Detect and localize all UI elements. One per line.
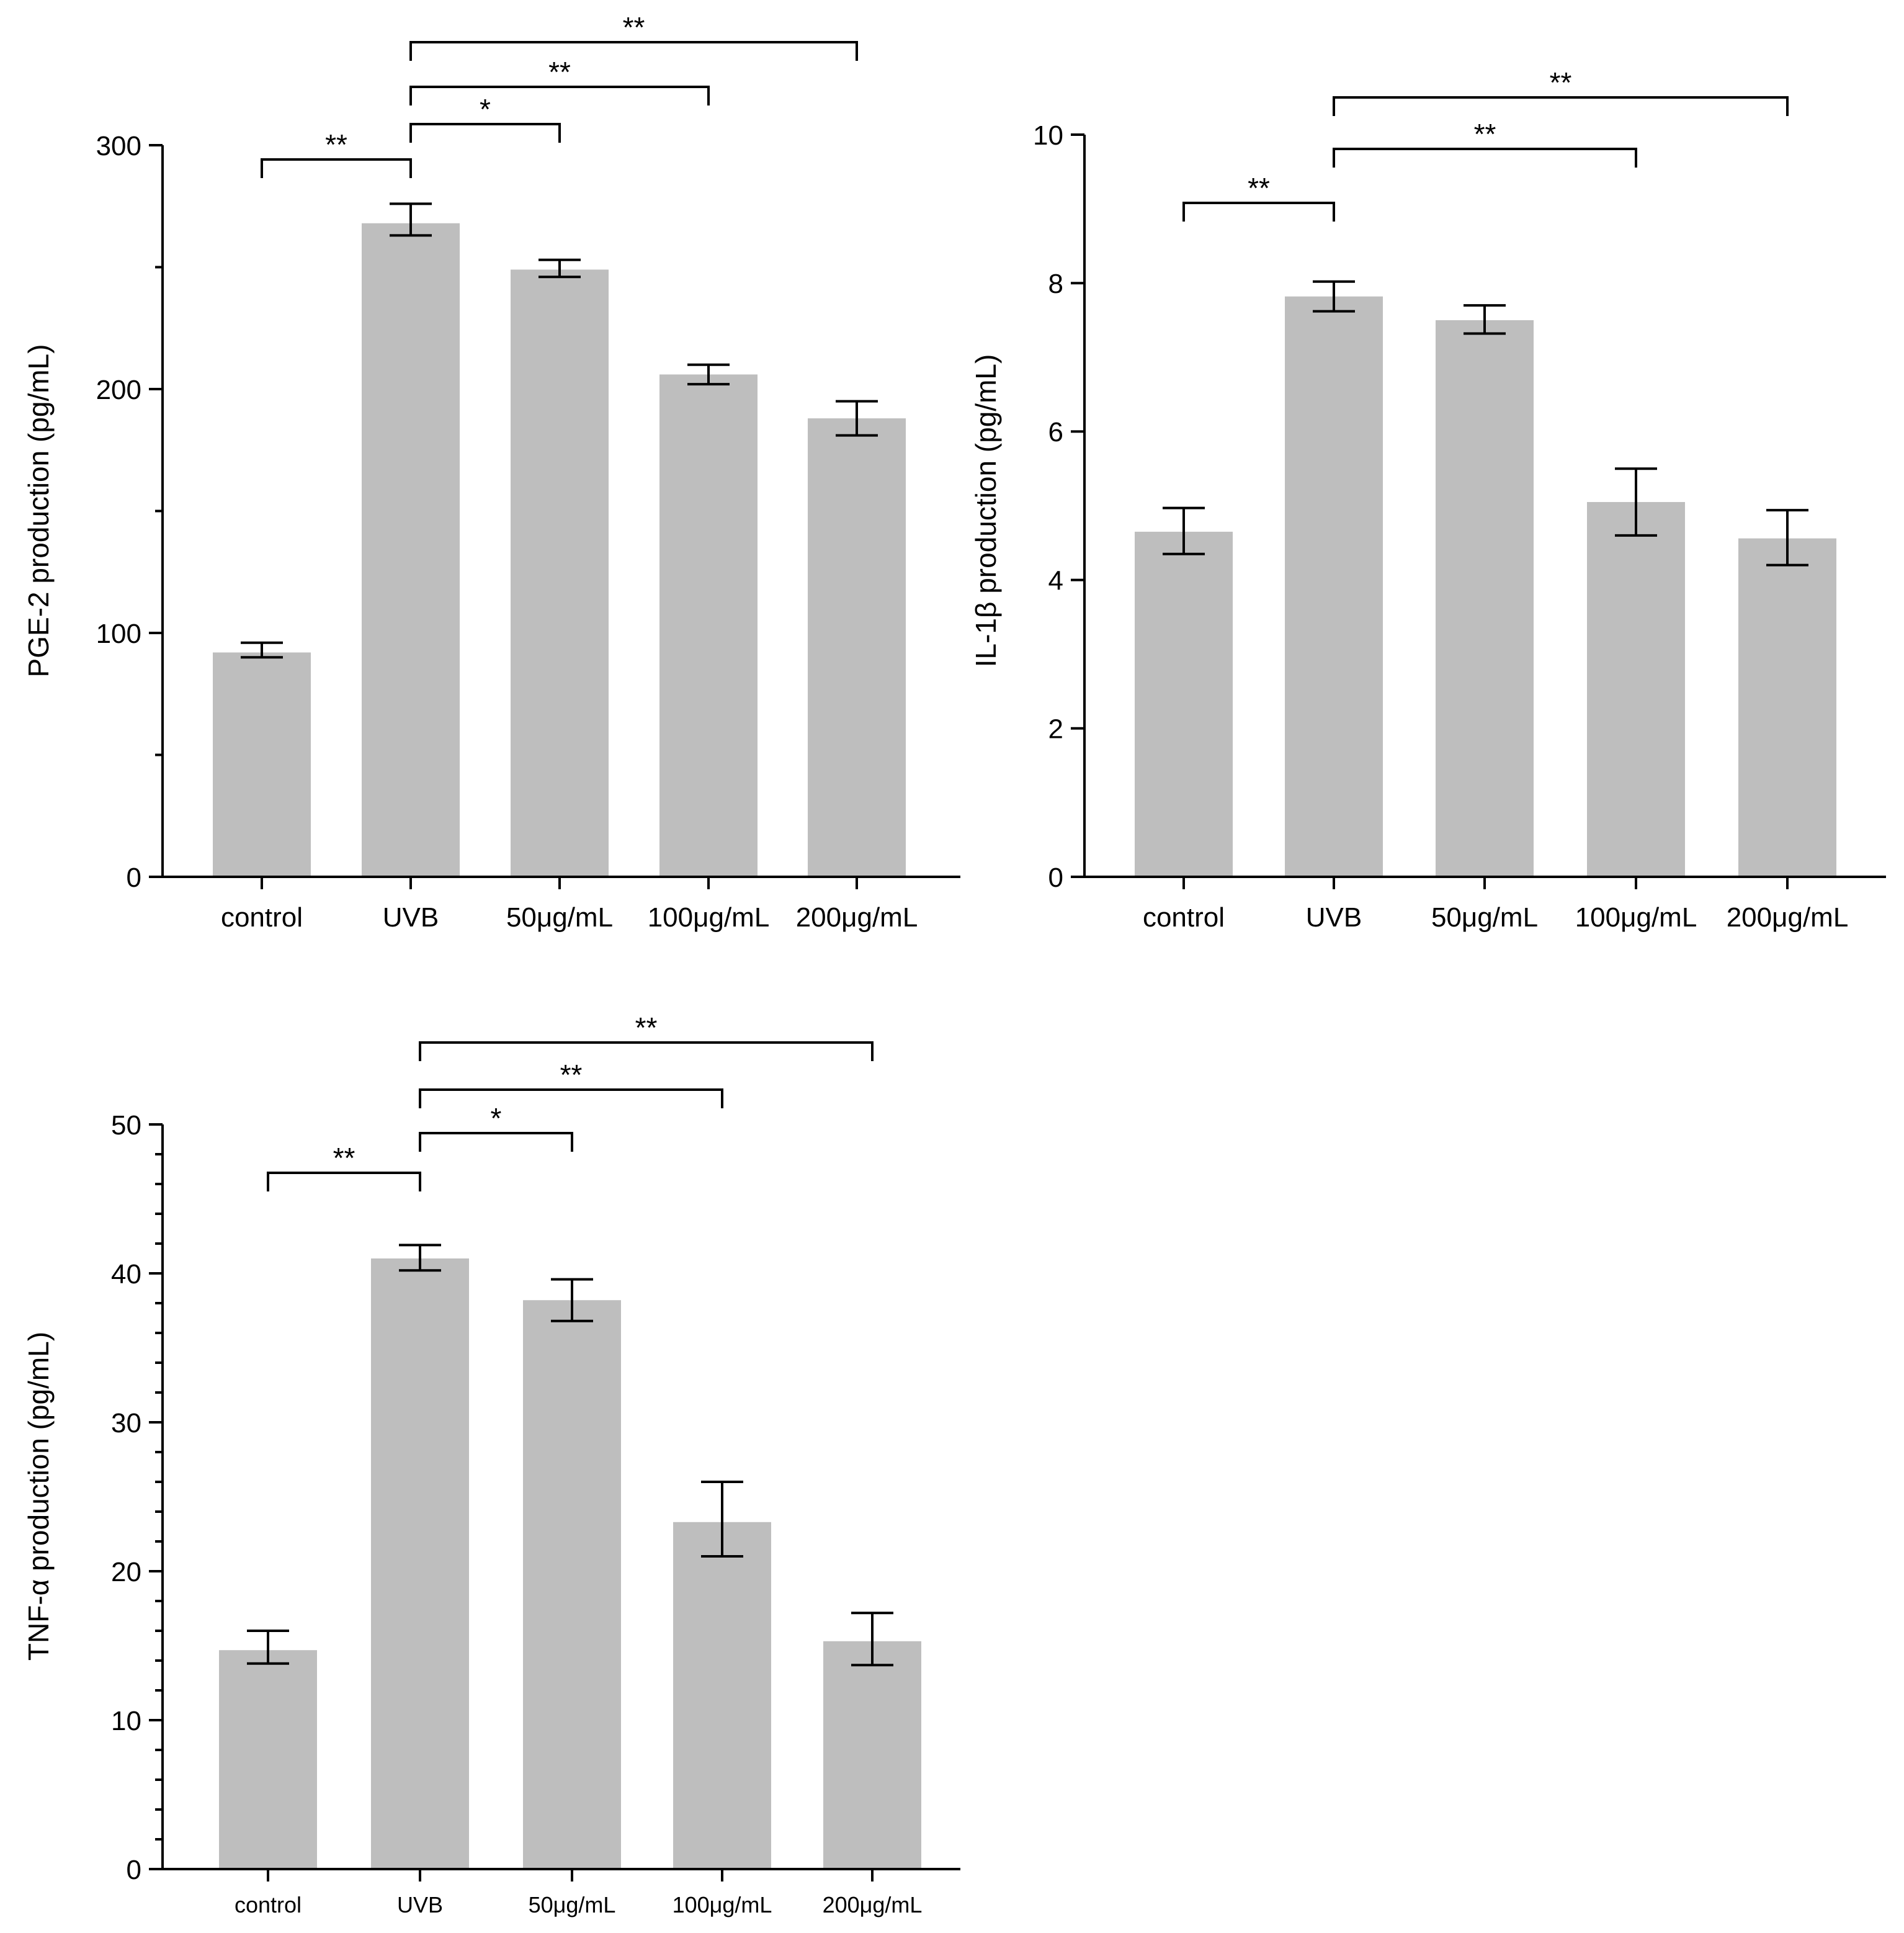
x-tick-label: 100μg/mL [673,1892,772,1917]
y-tick-label: 20 [111,1557,141,1587]
significance-bracket: * [409,93,561,143]
bracket-line [419,1041,874,1061]
chart-panel-2: 0 2 4 6 8 10 control UVB 50μg/mL 100μg/mL 200μg/mL… [970,66,1886,933]
x-tick-label: 100μg/mL [648,902,770,933]
y-tick-label: 2 [1048,714,1063,745]
y-tick-label: 300 [96,131,141,161]
significance-bracket: ** [1333,66,1789,116]
bar [523,1300,621,1869]
y-axis-title: PGE-2 production (pg/mL) [22,344,55,678]
significance-label: ** [560,1059,583,1091]
x-tick-label: UVB [383,902,439,933]
x-tick-label: 50μg/mL [506,902,613,933]
bar [808,418,906,877]
bar [1285,296,1383,877]
bracket-line [1333,96,1789,116]
significance-label: ** [635,1011,658,1044]
y-tick-label: 100 [96,619,141,649]
y-axis-title: IL-1β production (pg/mL) [970,354,1002,668]
bar [1436,320,1534,877]
significance-bracket: * [419,1102,573,1152]
bracket-line [419,1088,723,1108]
bar [219,1650,317,1869]
significance-bracket: ** [419,1011,874,1061]
chart-panel-3: 0 10 20 30 40 50 control UVB 50μg/mL 100μg/mL 200μ… [22,1011,960,1917]
significance-bracket: ** [409,56,710,105]
significance-label: ** [1474,118,1496,150]
bar [659,374,758,877]
significance-label: ** [333,1142,355,1174]
significance-label: * [491,1102,502,1134]
bracket-line [409,41,858,61]
y-tick-label: 0 [1048,863,1063,893]
y-tick-label: 40 [111,1259,141,1289]
x-tick-label: 200μg/mL [823,1892,923,1917]
bracket-line [409,86,710,105]
y-tick-label: 0 [127,863,141,893]
x-tick-label: 50μg/mL [1431,902,1538,933]
significance-bracket: ** [1182,172,1335,222]
significance-bracket: ** [409,11,858,61]
bracket-line [409,123,561,143]
bar [1587,502,1685,877]
bar [511,269,609,877]
y-tick-label: 4 [1048,565,1063,596]
y-tick-label: 50 [111,1110,141,1141]
bracket-line [419,1132,573,1152]
bar [1135,531,1233,877]
chart-panel-1: 0 100 200 300 control UVB 50μg/mL 100μg/mL 200μg… [22,11,960,933]
significance-bracket: ** [419,1059,723,1108]
x-tick-label: control [1143,902,1225,933]
bracket-line [1333,148,1637,168]
significance-bracket: ** [261,128,412,178]
x-tick-label: UVB [1306,902,1362,933]
bracket-line [267,1172,421,1191]
y-tick-label: 200 [96,375,141,405]
bar [213,652,311,877]
bracket-line [1182,202,1335,222]
bar [362,223,460,877]
y-tick-label: 10 [1033,120,1063,151]
y-tick-label: 8 [1048,269,1063,299]
y-tick-label: 10 [111,1706,141,1736]
y-tick-label: 30 [111,1408,141,1438]
y-tick-label: 6 [1048,417,1063,447]
significance-label: ** [325,128,347,161]
significance-bracket: ** [267,1142,421,1191]
significance-label: ** [1248,172,1270,204]
x-tick-label: 200μg/mL [796,902,918,933]
significance-label: ** [1550,66,1572,99]
y-tick-label: 0 [127,1855,141,1885]
x-tick-label: control [235,1892,302,1917]
bar [1738,538,1836,877]
significance-label: ** [623,11,645,43]
significance-bracket: ** [1333,118,1637,168]
x-tick-label: 50μg/mL [529,1892,616,1917]
x-tick-label: 200μg/mL [1727,902,1849,933]
bracket-line [261,158,412,178]
x-tick-label: UVB [397,1892,443,1917]
x-tick-label: 100μg/mL [1575,902,1697,933]
x-tick-label: control [221,902,303,933]
y-axis-title: TNF-α production (pg/mL) [22,1332,55,1661]
bar [371,1258,469,1869]
significance-label: * [480,93,491,125]
significance-label: ** [548,56,571,88]
bar [673,1522,771,1869]
bar [823,1641,921,1869]
